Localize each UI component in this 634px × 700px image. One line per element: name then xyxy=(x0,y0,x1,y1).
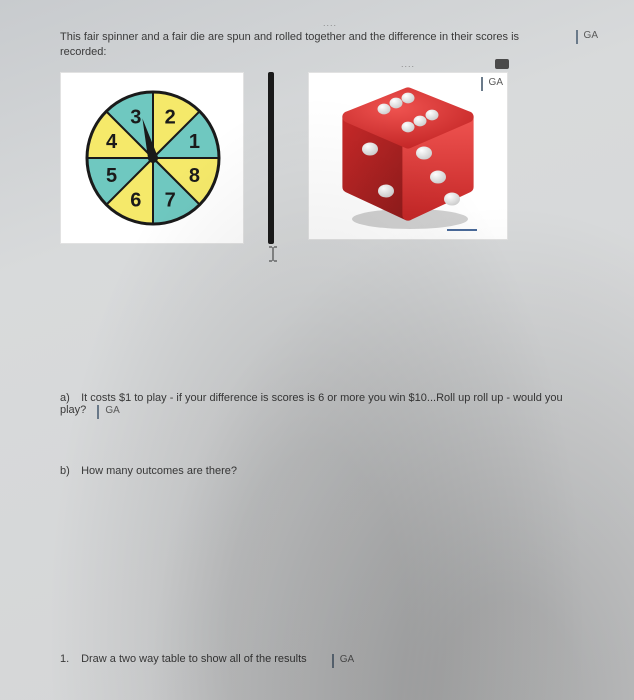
question-1: 1. Draw a two way table to show all of t… xyxy=(60,653,574,668)
question-a: a) It costs $1 to play - if your differe… xyxy=(60,392,574,419)
text-cursor-icon xyxy=(268,246,278,262)
ellipsis-top: .... xyxy=(60,18,600,28)
annotation-tag-ga[interactable]: GA xyxy=(97,405,119,419)
underline-mark xyxy=(447,229,477,231)
svg-text:5: 5 xyxy=(106,165,117,187)
die-graphic xyxy=(328,81,488,231)
svg-text:3: 3 xyxy=(130,106,141,128)
svg-text:6: 6 xyxy=(130,189,141,211)
vertical-divider xyxy=(268,72,274,244)
question-text-1: Draw a two way table to show all of the … xyxy=(81,653,307,665)
question-b: b) How many outcomes are there? xyxy=(60,465,574,477)
svg-text:1: 1 xyxy=(189,131,200,153)
annotation-tag-ga[interactable]: GA xyxy=(576,30,598,44)
annotation-tag-ga[interactable]: GA xyxy=(332,654,354,668)
spinner-panel: 21 87 65 43 xyxy=(60,72,244,244)
svg-text:8: 8 xyxy=(189,165,200,187)
svg-text:7: 7 xyxy=(165,189,176,211)
figure-row: 21 87 65 43 .... GA xyxy=(60,72,600,244)
question-label-b: b) xyxy=(60,465,78,477)
annotation-tag-ga[interactable]: GA xyxy=(481,77,503,91)
question-label-a: a) xyxy=(60,392,78,404)
prompt-text: This fair spinner and a fair die are spu… xyxy=(60,30,574,60)
svg-text:4: 4 xyxy=(106,131,118,153)
spinner-wheel: 21 87 65 43 xyxy=(61,72,243,244)
die-panel: .... GA xyxy=(308,72,508,240)
expand-icon[interactable] xyxy=(495,59,509,69)
ellipsis-panel: .... xyxy=(309,59,507,69)
prompt-block: This fair spinner and a fair die are spu… xyxy=(60,30,574,60)
svg-text:2: 2 xyxy=(165,106,176,128)
question-text-b: How many outcomes are there? xyxy=(81,465,237,477)
question-text-a: It costs $1 to play - if your difference… xyxy=(60,392,563,416)
question-label-1: 1. xyxy=(60,653,78,665)
worksheet-page: .... This fair spinner and a fair die ar… xyxy=(0,0,634,700)
